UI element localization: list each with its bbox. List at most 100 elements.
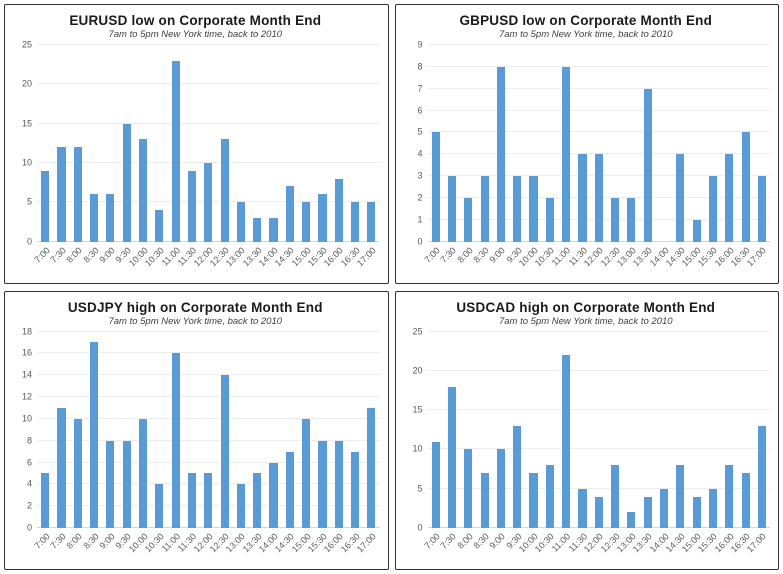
x-axis: 7:00 7:30 8:00 8:30 9:00 9:30 10:00 10:30 11:00 1… xyxy=(423,528,771,564)
plot-area: 0 5 10 15 20 25 7:00 7:30 8:00 8:30 9:00 9:30 10:00… xyxy=(402,327,771,565)
bar-slot xyxy=(86,45,102,242)
gridline xyxy=(427,44,770,45)
bar-slot xyxy=(509,45,525,242)
bar-slot xyxy=(607,332,623,528)
y-tick-label: 10 xyxy=(412,443,423,454)
gridline xyxy=(427,330,770,332)
bar-slot xyxy=(233,45,249,242)
bar-slot xyxy=(754,45,770,242)
bar-12:00 xyxy=(594,496,603,528)
y-tick-label: 12 xyxy=(21,391,32,402)
bar-slot xyxy=(754,332,770,528)
y-tick-label: 18 xyxy=(21,326,32,336)
y-tick-label: 4 xyxy=(26,478,32,489)
bar-slot xyxy=(216,332,232,528)
bar-13:00 xyxy=(627,197,636,242)
bar-12:30 xyxy=(611,465,620,528)
bar-14:00 xyxy=(269,217,278,242)
bar-13:00 xyxy=(236,484,245,528)
gridline xyxy=(427,409,770,411)
bar-slot xyxy=(476,45,492,242)
bar-slot xyxy=(640,45,656,242)
bar-slot xyxy=(347,332,363,528)
gridline xyxy=(37,396,380,398)
bar-16:30 xyxy=(351,451,360,528)
bar-slot xyxy=(574,45,590,242)
bar-7:00 xyxy=(431,441,440,528)
bar-16:30 xyxy=(351,202,360,242)
gridline xyxy=(37,374,380,376)
bar-11:30 xyxy=(578,154,587,242)
y-tick-label: 20 xyxy=(21,78,32,89)
bar-slot xyxy=(265,332,281,528)
y-tick-label: 10 xyxy=(21,413,32,424)
bar-slot xyxy=(298,45,314,242)
bar-16:00 xyxy=(725,465,734,528)
chart-title: USDJPY high on Corporate Month End xyxy=(67,299,323,315)
y-tick-label: 20 xyxy=(412,365,423,376)
bar-10:30 xyxy=(545,197,554,242)
chart-panel-usdjpy-high: USDJPY high on Corporate Month End 7am t… xyxy=(4,290,389,570)
gridline xyxy=(427,369,770,371)
bar-15:30 xyxy=(318,194,327,242)
bar-7:30 xyxy=(57,407,66,528)
y-tick-label: 0 xyxy=(417,522,423,533)
y-tick-label: 10 xyxy=(21,157,32,168)
bar-slot xyxy=(249,332,265,528)
bar-7:00 xyxy=(41,170,50,242)
bar-16:00 xyxy=(334,178,343,242)
gridline xyxy=(37,417,380,419)
y-tick-label: 8 xyxy=(26,435,32,446)
bar-slot xyxy=(282,332,298,528)
bar-slot xyxy=(542,45,558,242)
bar-15:00 xyxy=(692,496,701,528)
y-tick-label: 5 xyxy=(26,196,32,207)
bar-10:00 xyxy=(529,176,538,242)
bar-slot xyxy=(542,332,558,528)
bars xyxy=(428,332,771,528)
bar-10:00 xyxy=(529,472,538,528)
bar-14:00 xyxy=(659,488,669,528)
plot xyxy=(37,44,380,242)
bar-slot xyxy=(70,45,86,242)
bar-slot xyxy=(672,332,688,528)
axis-corner xyxy=(11,528,37,564)
plot xyxy=(37,330,380,528)
bar-8:00 xyxy=(464,197,473,242)
bar-slot xyxy=(331,332,347,528)
x-axis: 7:00 7:30 8:00 8:30 9:00 9:30 10:00 10:30 11:00 1… xyxy=(423,242,771,278)
bar-11:30 xyxy=(187,170,197,242)
bar-slot xyxy=(314,332,330,528)
y-tick-label: 25 xyxy=(412,326,423,336)
bar-9:30 xyxy=(122,440,131,528)
bar-slot xyxy=(721,45,737,242)
y-axis: 0 5 10 15 20 25 xyxy=(402,327,428,533)
bar-10:30 xyxy=(155,484,164,528)
bar-9:00 xyxy=(496,449,505,528)
gridline xyxy=(427,131,770,133)
bar-slot xyxy=(151,45,167,242)
bar-16:00 xyxy=(725,154,734,242)
bar-slot xyxy=(737,332,753,528)
gridline xyxy=(37,352,380,354)
bar-8:00 xyxy=(73,147,82,242)
gridline xyxy=(427,65,770,67)
bar-15:30 xyxy=(318,440,327,528)
y-tick-label: 3 xyxy=(417,170,423,181)
bar-slot xyxy=(444,332,460,528)
bar-slot xyxy=(119,332,135,528)
bar-9:00 xyxy=(106,194,115,242)
bar-slot xyxy=(689,45,705,242)
gridline xyxy=(427,487,770,489)
bar-slot xyxy=(314,45,330,242)
bar-slot xyxy=(265,45,281,242)
bar-8:30 xyxy=(480,472,489,528)
bar-slot xyxy=(53,332,69,528)
gridline xyxy=(37,161,380,163)
bar-slot xyxy=(151,332,167,528)
y-tick-label: 6 xyxy=(417,105,423,116)
bar-17:00 xyxy=(367,407,376,528)
bar-7:30 xyxy=(447,386,457,528)
bar-slot xyxy=(102,45,118,242)
bar-17:00 xyxy=(757,176,766,242)
